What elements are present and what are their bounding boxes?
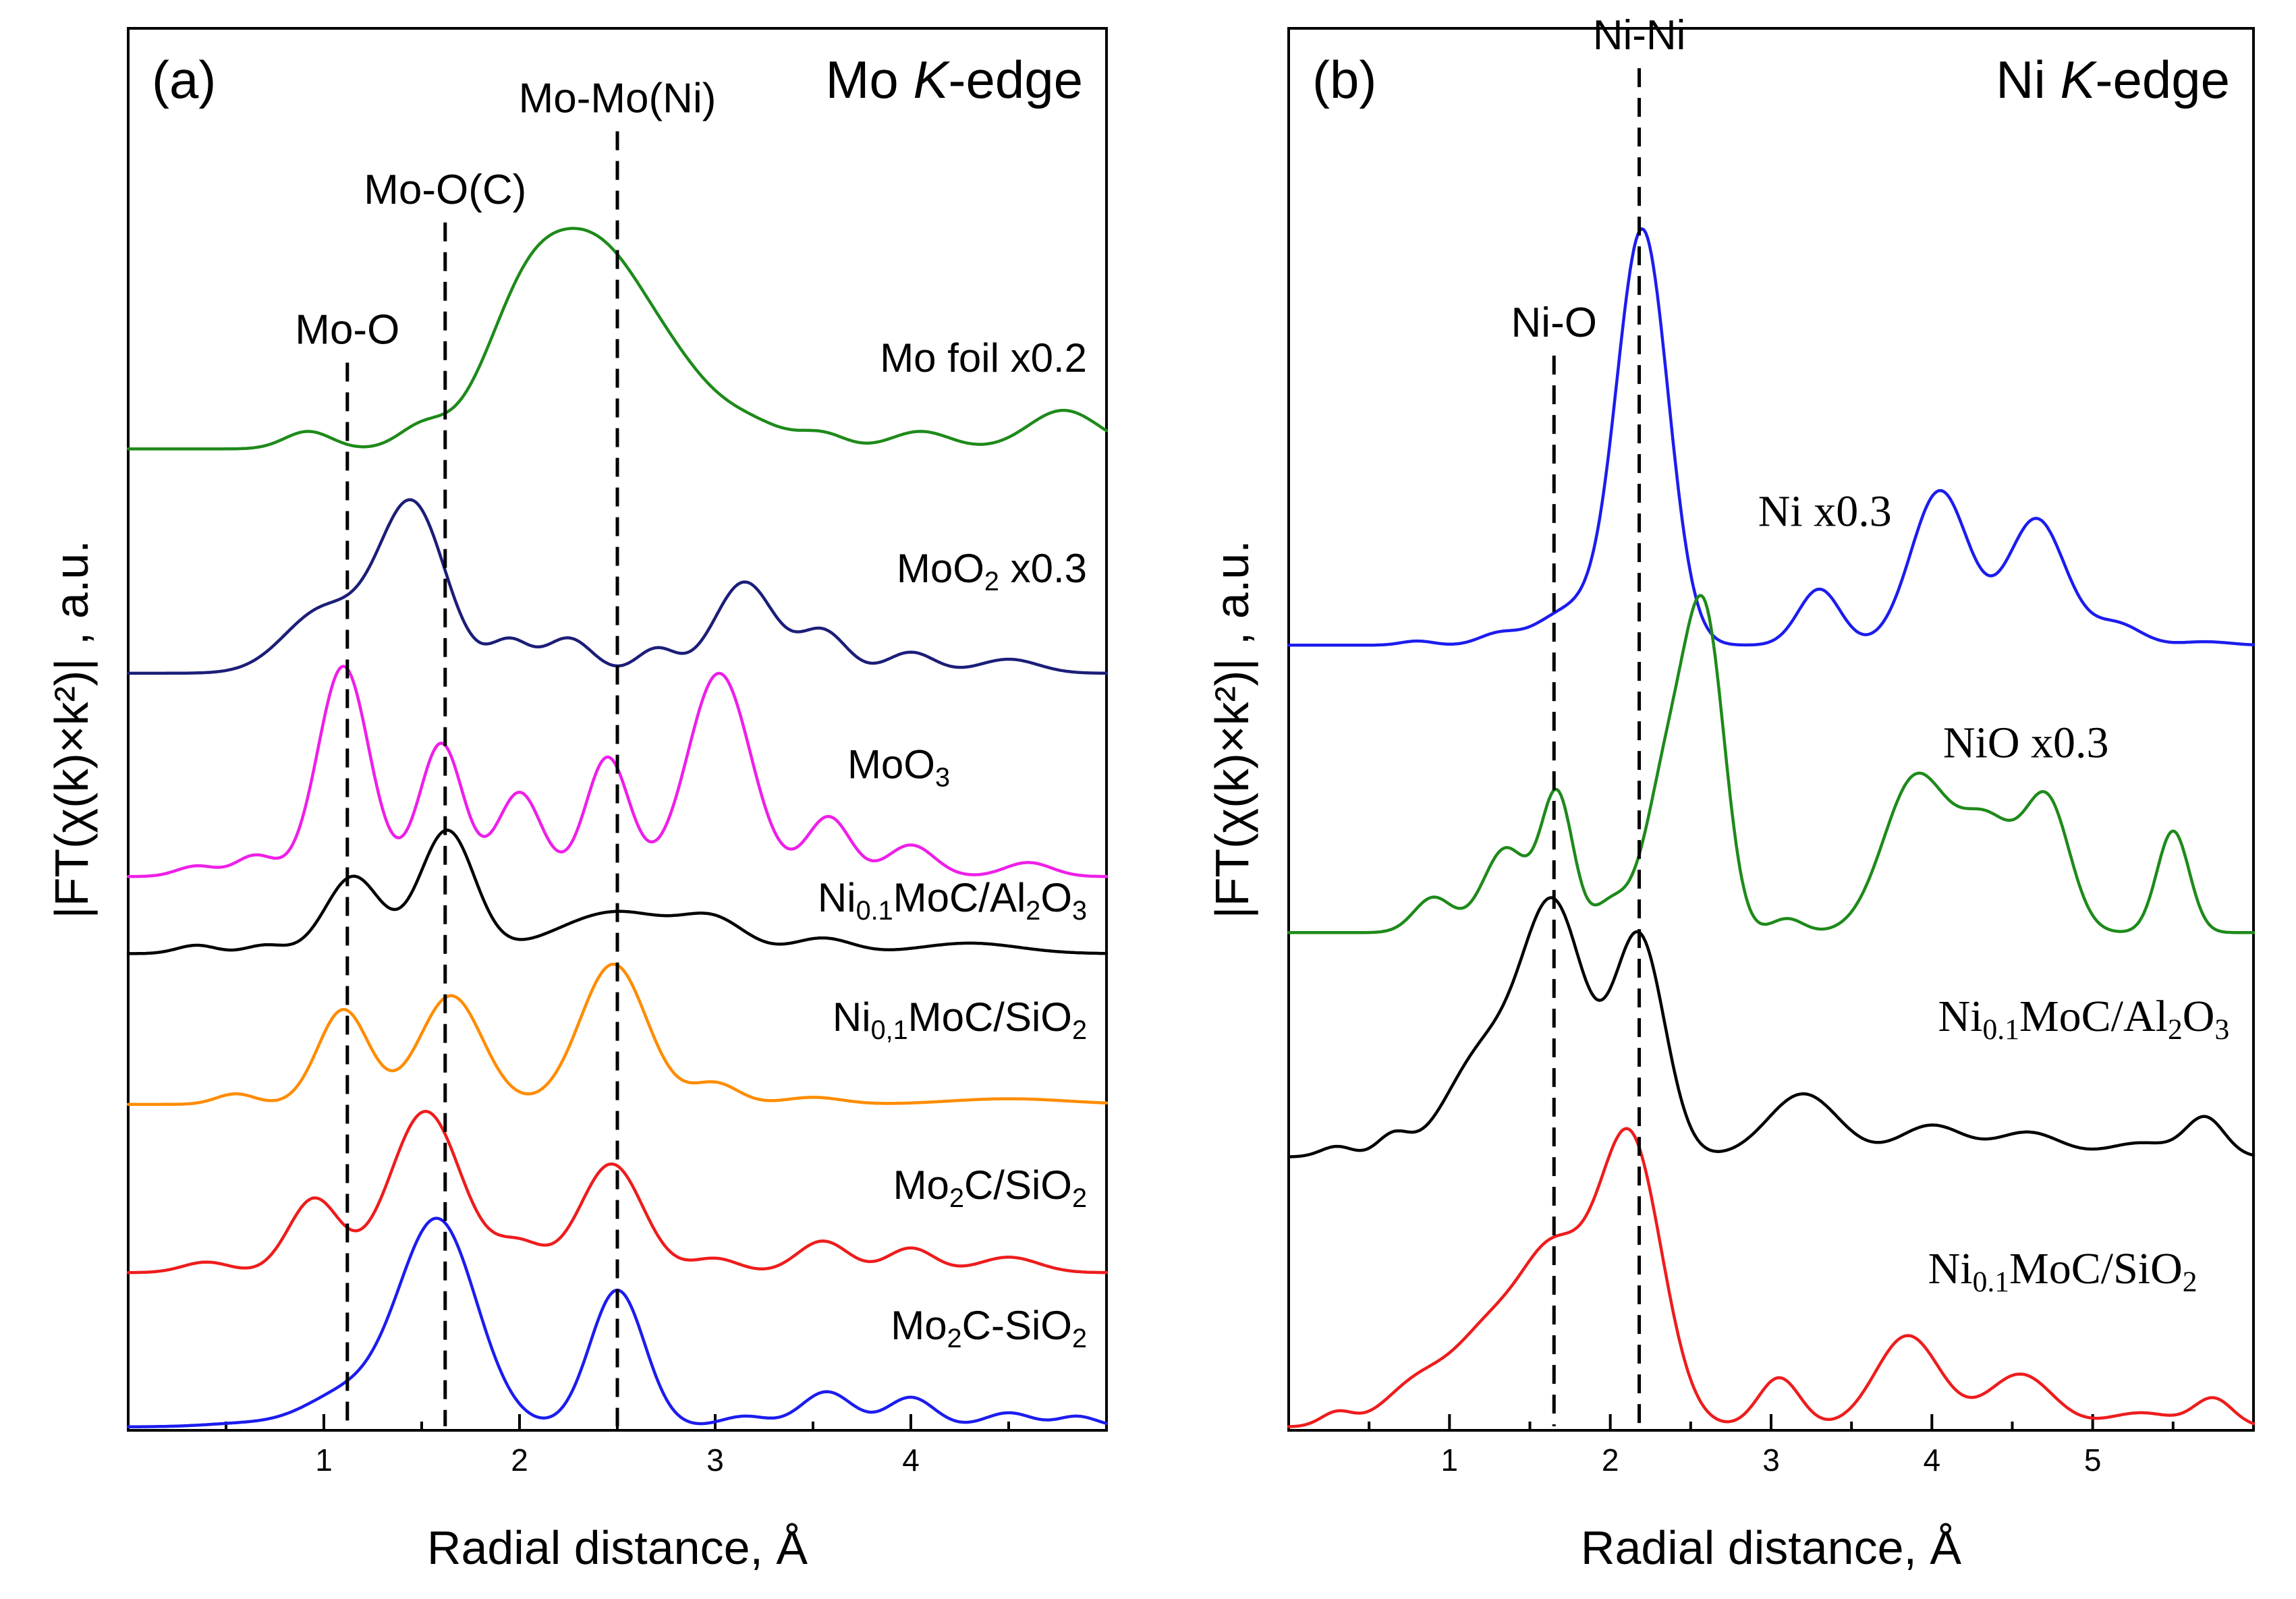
x-tick-label: 1 <box>315 1442 333 1478</box>
x-tick-label: 3 <box>706 1442 724 1478</box>
x-tick-label: 4 <box>1924 1442 1941 1478</box>
x-tick-label: 5 <box>2084 1442 2102 1478</box>
series-line <box>1287 1127 2256 1428</box>
panel-tag: (a) <box>152 50 216 109</box>
x-tick-label: 4 <box>902 1442 920 1478</box>
reference-label: Mo-O <box>295 307 399 354</box>
x-tick-label: 2 <box>1602 1442 1619 1478</box>
series-label: Ni0.1MoC/Al2O3 <box>818 875 1087 926</box>
series-label: Mo2C-SiO2 <box>891 1303 1087 1353</box>
series-label: Ni x0.3 <box>1758 487 1892 536</box>
series-label: Mo2C/SiO2 <box>893 1162 1087 1213</box>
x-tick-label: 3 <box>1762 1442 1780 1478</box>
edge-title: Ni K-edge <box>1996 50 2230 109</box>
y-axis-title: |FT(χ(k)×k²)| , a.u. <box>1206 540 1258 918</box>
panel-b: 1 2 3 4 5 Radial distance, Å |FT(χ(k)×k²)| , a… <box>1206 12 2256 1574</box>
reference-label: Ni-O <box>1511 300 1597 346</box>
series-line <box>1287 896 2256 1158</box>
series-label: MoO2 x0.3 <box>897 546 1087 596</box>
reference-label: Ni-Ni <box>1593 12 1686 59</box>
series-label: MoO3 <box>847 742 950 793</box>
series-label: Ni0,1MoC/SiO2 <box>833 994 1087 1045</box>
series-line <box>1287 227 2256 647</box>
x-tick-label: 1 <box>1441 1442 1459 1478</box>
y-axis-title: |FT(χ(k)×k²)| , a.u. <box>45 540 98 918</box>
series-line <box>126 1109 1109 1274</box>
x-tick-label: 2 <box>511 1442 528 1478</box>
series-line <box>1287 594 2256 934</box>
series-label: NiO x0.3 <box>1943 719 2109 768</box>
panel-a: 1 2 3 4 Radial distance, Å |FT(χ(k)×k²)| , a.… <box>45 27 1109 1574</box>
x-axis-title: Radial distance, Å <box>427 1521 808 1574</box>
edge-title: Mo K-edge <box>825 50 1083 109</box>
series-label: Ni0.1MoC/SiO2 <box>1928 1244 2197 1298</box>
reference-label: Mo-O(C) <box>364 167 526 213</box>
reference-label: Mo-Mo(Ni) <box>519 76 717 122</box>
x-axis-title: Radial distance, Å <box>1581 1521 1962 1574</box>
plot-frame <box>1287 27 2255 1432</box>
series-label: Ni0.1MoC/Al2O3 <box>1938 992 2230 1046</box>
series-label: Mo foil x0.2 <box>880 335 1087 381</box>
panel-tag: (b) <box>1312 50 1376 109</box>
